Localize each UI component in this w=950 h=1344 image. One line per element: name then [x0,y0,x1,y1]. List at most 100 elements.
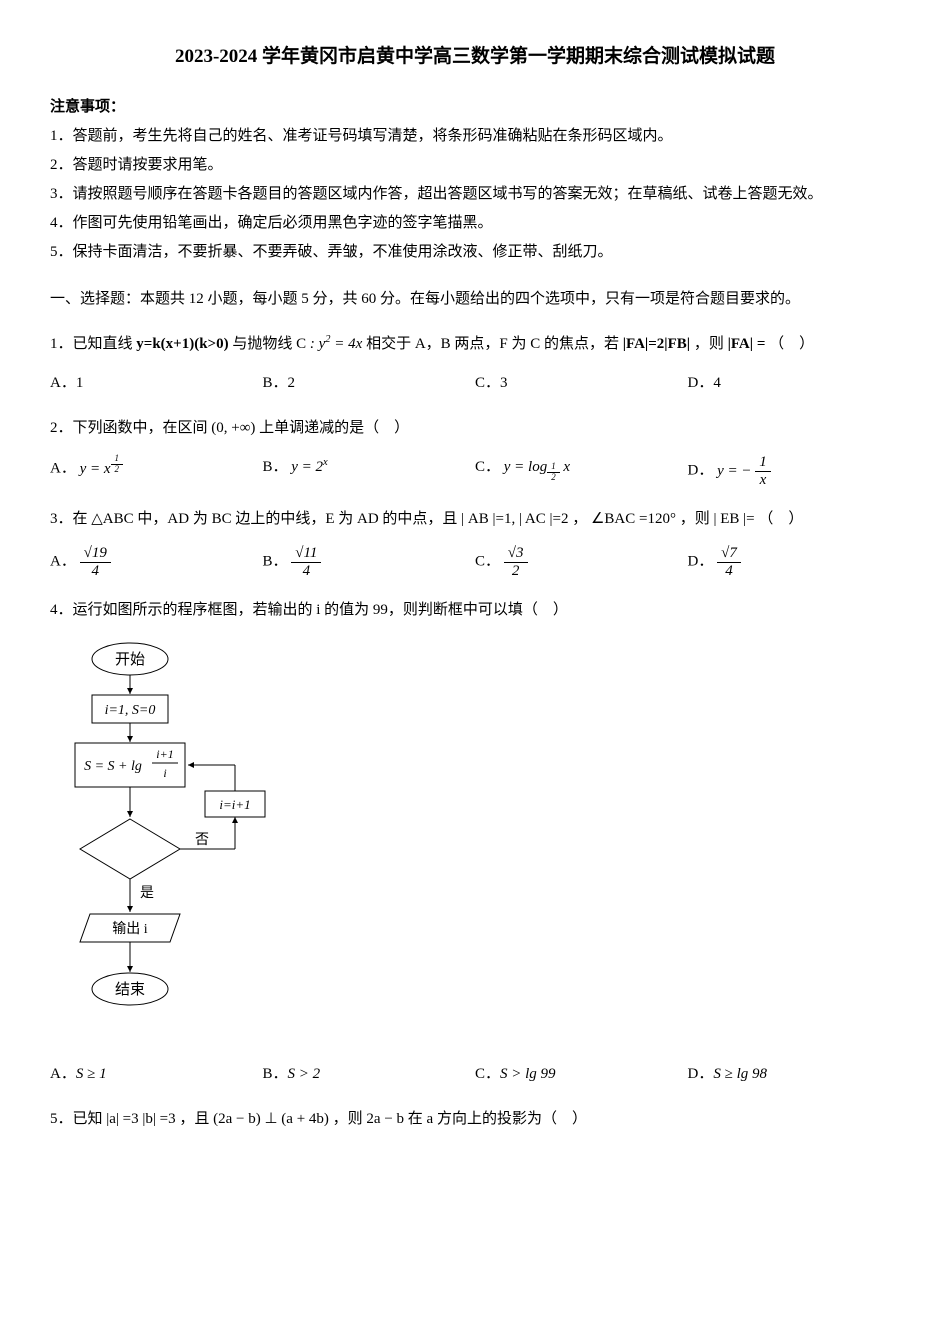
q3-d-den: 4 [717,563,741,580]
flow-start-text: 开始 [115,651,145,668]
q4-option-a: A．S ≥ 1 [50,1061,263,1088]
q3-d-frac: √74 [717,545,741,579]
q1-opt-b-val: 2 [288,375,296,391]
question-3: 3．在 △ABC 中，AD 为 BC 边上的中线，E 为 AD 的中点，且 | … [50,506,900,533]
q2-d-pre: y = − [717,463,755,479]
q5-mid1: ，且 [179,1111,209,1127]
q2-option-d: D． y = − 1x [688,454,901,488]
q5-cond1a: |a| =3 [106,1111,138,1127]
q4-d-val: S ≥ lg 98 [713,1066,767,1082]
q2-b-exp: x [323,457,328,468]
flow-output-text: 输出 i [112,921,147,937]
instruction-item: 3．请按照题号顺序在答题卡各题目的答题区域内作答，超出答题区域书写的答案无效；在… [50,181,900,208]
q2-option-b: B． y = 2x [263,454,476,488]
q3-mid3: ，则 [680,511,710,527]
q3-option-a: A． √194 [50,545,263,579]
q1-prefix: 1．已知直线 [50,336,136,352]
q1-opt-d-val: 4 [713,375,721,391]
q2-d-num: 1 [755,454,771,472]
q5-expr: 2a − b [366,1111,404,1127]
instructions-block: 注意事项： 1．答题前，考生先将自己的姓名、准考证号码填写清楚，将条形码准确粘贴… [50,94,900,266]
flow-decision [80,819,180,879]
flow-inc-text: i=i+1 [219,797,250,812]
flow-step-den: i [163,766,166,780]
q4-option-c: C．S > lg 99 [475,1061,688,1088]
flow-no-label: 否 [195,833,209,848]
q3-b-num: √11 [291,545,321,563]
q4-a-val: S ≥ 1 [76,1066,107,1082]
q4-option-d: D．S ≥ lg 98 [688,1061,901,1088]
q4-options: A．S ≥ 1 B．S > 2 C．S > lg 99 D．S ≥ lg 98 [50,1061,900,1088]
q3-cond1: | AB |=1, | AC |=2 [461,511,568,527]
q5-cond2: (2a − b) ⊥ (a + 4b) [213,1111,329,1127]
q1-opt-c-val: 3 [500,375,508,391]
q3-option-b: B． √114 [263,545,476,579]
q3-b-frac: √114 [291,545,321,579]
q2-a-exp-den: 2 [111,465,123,475]
q3-a-den: 4 [80,563,111,580]
q3-mid2: ， [572,511,587,527]
q2-c-arg: x [560,459,570,475]
q1-option-d: D．4 [688,370,901,397]
question-4: 4．运行如图所示的程序框图，若输出的 i 的值为 99，则判断框中可以填（ ） [50,597,900,624]
q5-mid3: 在 a 方向上的投影为（ ） [408,1111,587,1127]
q3-ask: | EB |= [713,511,754,527]
q1-parabola: : y2 = 4x [310,336,362,352]
q3-option-c: C． √32 [475,545,688,579]
flow-yes-label: 是 [140,886,154,901]
q2-d-den: x [755,472,771,489]
flow-init-text: i=1, S=0 [105,703,156,718]
q2-prefix: 2．下列函数中，在区间 [50,420,208,436]
q3-options: A． √194 B． √114 C． √32 D． √74 [50,545,900,579]
q4-b-val: S > 2 [288,1066,321,1082]
q2-b-base: y = 2 [291,459,323,475]
instruction-item: 4．作图可先使用铅笔画出，确定后必须用黑色字迹的签字笔描黑。 [50,210,900,237]
q3-cond2: ∠BAC =120° [591,511,676,527]
q3-tri: △ABC [91,511,133,527]
q3-option-d: D． √74 [688,545,901,579]
q1-mid3: ，则 [694,336,724,352]
q3-c-den: 2 [504,563,528,580]
flowchart-svg: 开始 i=1, S=0 S = S + lg i+1 i 否 i=i+1 是 输… [70,639,300,1049]
q3-a-frac: √194 [80,545,111,579]
q2-a-expr: y = x12 [80,461,123,477]
question-2: 2．下列函数中，在区间 (0, +∞) 上单调递减的是（ ） [50,415,900,442]
q1-mid1: 与抛物线 C [232,336,306,352]
q3-d-num: √7 [717,545,741,563]
q3-mid1: 中，AD 为 BC 边上的中线，E 为 AD 的中点，且 [137,511,457,527]
q3-b-den: 4 [291,563,321,580]
q2-c-pre: y = log [504,459,547,475]
q2-option-a: A． y = x12 [50,454,263,488]
instruction-item: 2．答题时请按要求用笔。 [50,152,900,179]
q1-option-b: B．2 [263,370,476,397]
q2-b-expr: y = 2x [291,459,327,475]
q1-option-a: A．1 [50,370,263,397]
question-5: 5．已知 |a| =3 |b| =3 ，且 (2a − b) ⊥ (a + 4b… [50,1106,900,1133]
instructions-label: 注意事项： [50,94,900,121]
q3-blank: （ ） [758,511,803,527]
q3-c-frac: √32 [504,545,528,579]
q1-blank: （ ） [769,336,814,352]
flow-end-text: 结束 [115,981,145,998]
q1-opt-a-val: 1 [76,375,84,391]
q1-option-c: C．3 [475,370,688,397]
q2-options: A． y = x12 B． y = 2x C． y = log12 x D． y… [50,454,900,488]
q1-cond: |FA|=2|FB| [623,336,690,352]
section-one-intro: 一、选择题：本题共 12 小题，每小题 5 分，共 60 分。在每小题给出的四个… [50,286,900,313]
instruction-item: 5．保持卡面清洁，不要折暴、不要弄破、弄皱，不准使用涂改液、修正带、刮纸刀。 [50,239,900,266]
q2-c-expr: y = log12 x [504,459,570,475]
q3-prefix: 3．在 [50,511,88,527]
q2-option-c: C． y = log12 x [475,454,688,488]
q1-line-eq: y=k(x+1)(k>0) [136,336,228,352]
page-title: 2023-2024 学年黄冈市启黄中学高三数学第一学期期末综合测试模拟试题 [50,40,900,74]
q1-options: A．1 B．2 C．3 D．4 [50,370,900,397]
q1-mid2: 相交于 A，B 两点，F 为 C 的焦点，若 [366,336,619,352]
q4-option-b: B．S > 2 [263,1061,476,1088]
q4-c-val: S > lg 99 [500,1066,556,1082]
instruction-item: 1．答题前，考生先将自己的姓名、准考证号码填写清楚，将条形码准确粘贴在条形码区域… [50,123,900,150]
flow-step-text: S = S + lg [84,759,142,774]
q5-prefix: 5．已知 [50,1111,103,1127]
q2-a-pre: y = x [80,461,111,477]
q2-d-expr: y = − 1x [717,463,771,479]
flowchart-diagram: 开始 i=1, S=0 S = S + lg i+1 i 否 i=i+1 是 输… [70,639,900,1049]
